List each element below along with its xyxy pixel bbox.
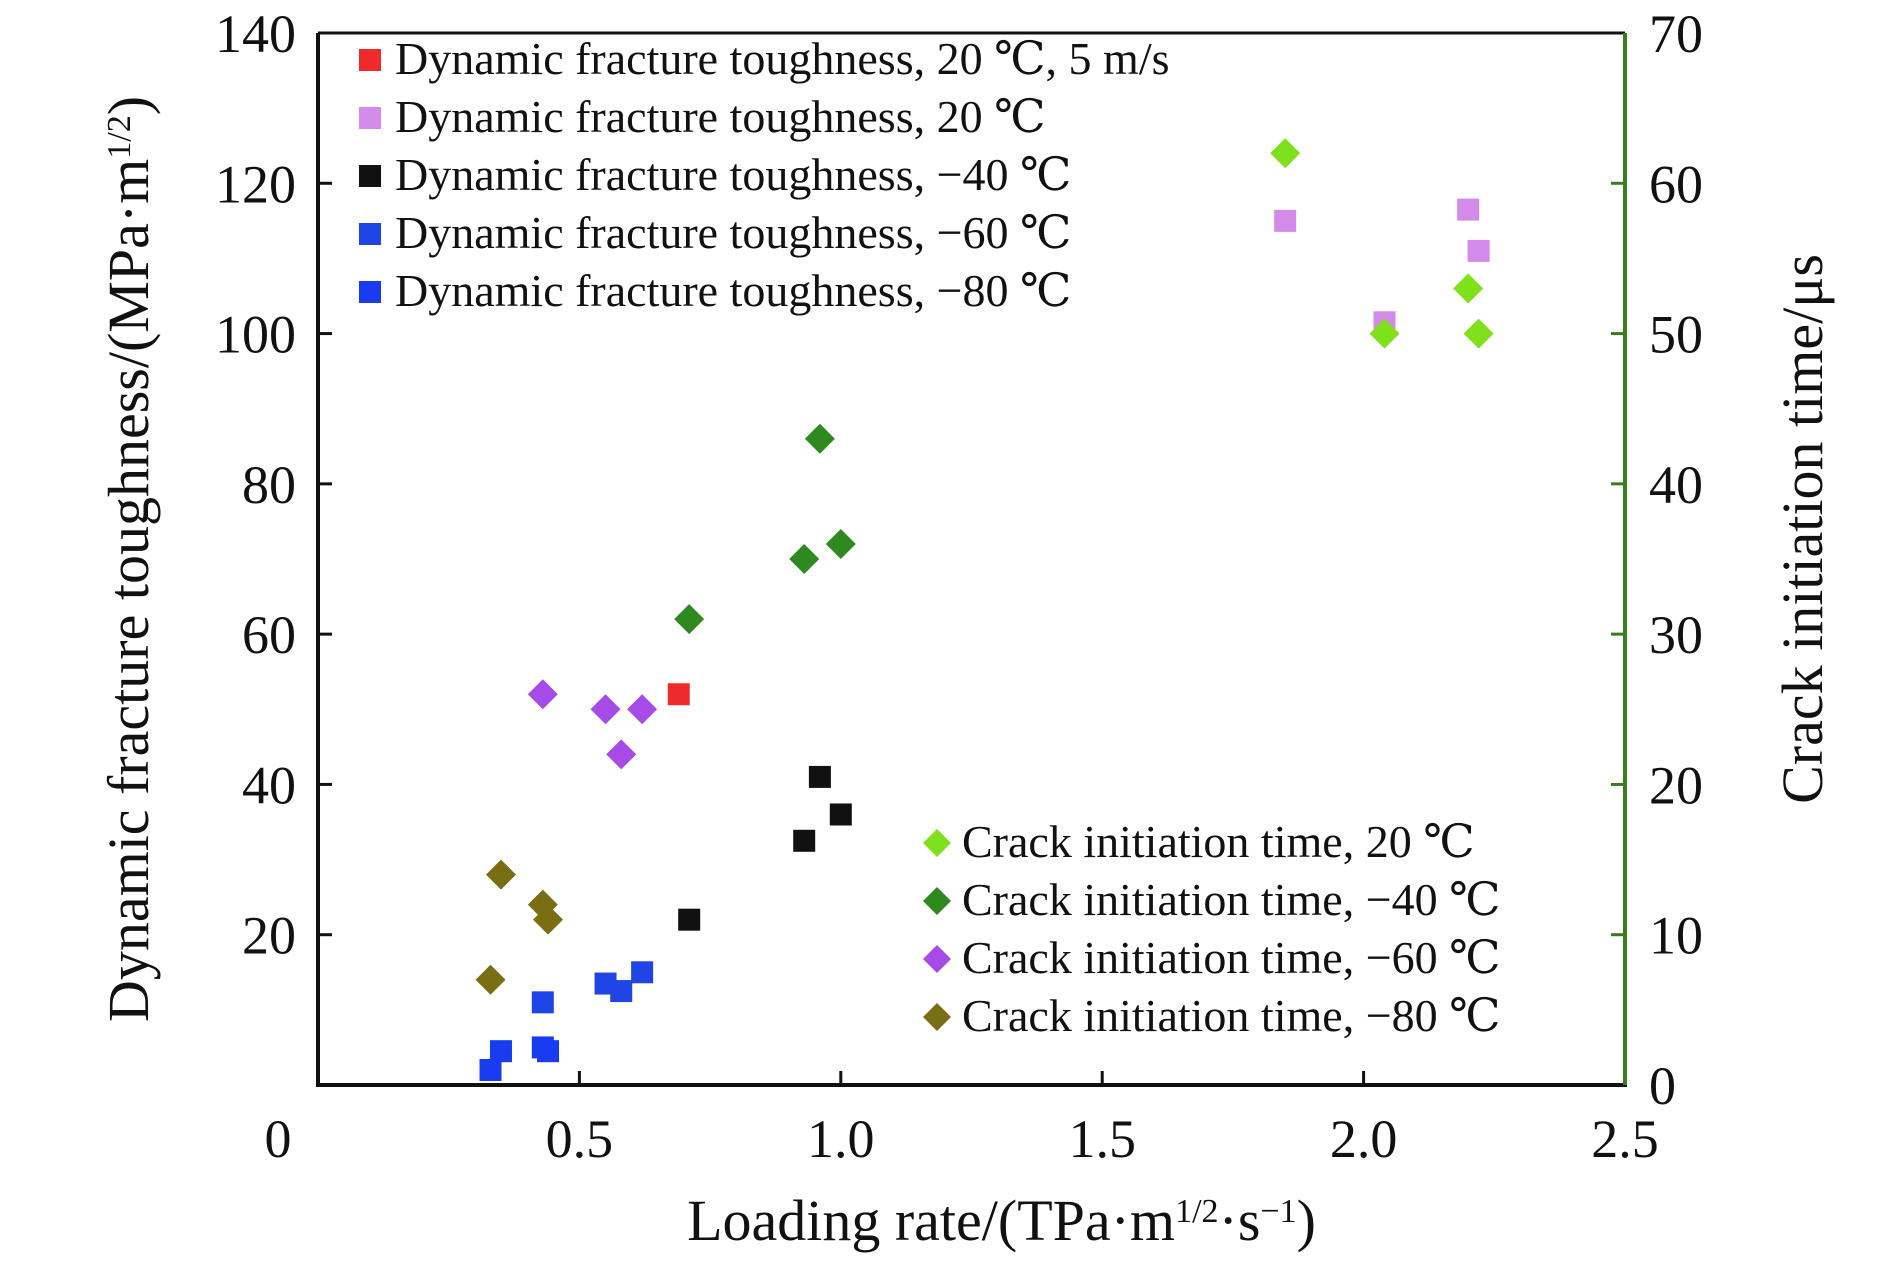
data-point-square [537, 1040, 560, 1063]
legend-layer: Dynamic fracture toughness, 20 ℃, 5 m/s D… [359, 33, 1501, 1041]
y-left-tick-label: 80 [242, 455, 296, 515]
legend-marker-square [359, 223, 381, 245]
y-right-tick-label: 60 [1649, 154, 1703, 214]
legend-label: Dynamic fracture toughness, −40 ℃ [395, 149, 1072, 200]
legend-label: Crack initiation time, −60 ℃ [962, 932, 1501, 983]
data-point-diamond [606, 739, 637, 770]
legend-marker-square [359, 107, 381, 129]
y-right-tick-label: 20 [1649, 755, 1703, 815]
x-tick-label: 0 [265, 1109, 292, 1169]
data-point-diamond [1270, 138, 1301, 169]
legend-label: Dynamic fracture toughness, −80 ℃ [395, 265, 1072, 316]
x-tick-label: 1.0 [807, 1109, 875, 1169]
y-left-tick-label: 20 [242, 906, 296, 966]
data-point-square [489, 1040, 512, 1063]
data-point-diamond [485, 859, 516, 890]
data-point-square [1467, 239, 1490, 262]
data-point-square [479, 1058, 502, 1081]
y-left-tick-label: 120 [215, 154, 296, 214]
legend-marker-square [359, 49, 381, 71]
y-right-tick-label: 70 [1649, 4, 1703, 64]
data-point-diamond [789, 544, 820, 574]
y-right-tick-label: 40 [1649, 455, 1703, 515]
y-right-tick-label: 50 [1649, 305, 1703, 365]
data-point-square [631, 961, 654, 984]
data-point-square [829, 803, 852, 826]
data-point-diamond [804, 423, 835, 454]
data-point-diamond [590, 694, 621, 725]
y-left-tick-label: 60 [242, 605, 296, 665]
legend-marker-diamond [923, 1003, 951, 1031]
data-point-square [667, 683, 690, 706]
y-right-tick-label: 0 [1649, 1056, 1676, 1116]
y-left-tick-label: 40 [242, 755, 296, 815]
data-point-square [678, 908, 701, 931]
data-point-square [610, 980, 633, 1003]
y-right-tick-label: 30 [1649, 605, 1703, 665]
x-tick-label: 2.0 [1330, 1109, 1398, 1169]
legend-label: Crack initiation time, −40 ℃ [962, 874, 1501, 925]
legend-marker-square [359, 165, 381, 187]
data-point-square [793, 829, 816, 852]
x-axis-title: Loading rate/(TPa·m1/2·s−1) [687, 1188, 1316, 1253]
axis-titles-layer: Loading rate/(TPa·m1/2·s−1) Dynamic fract… [96, 96, 1835, 1253]
data-point-diamond [527, 679, 558, 710]
y-right-tick-label: 10 [1649, 906, 1703, 966]
legend-marker-diamond [923, 887, 951, 915]
data-point-diamond [1463, 318, 1494, 349]
tick-layer: 0 0.5 1.0 1.5 2.0 2.5 20 40 60 80 100 120 140 0 10 20 30… [215, 4, 1703, 1169]
x-tick-label: 1.5 [1068, 1109, 1136, 1169]
data-point-diamond [1369, 318, 1400, 349]
legend-marker-square [359, 281, 381, 303]
legend-label: Crack initiation time, −80 ℃ [962, 990, 1501, 1041]
data-point-diamond [475, 964, 506, 995]
y-left-axis-title: Dynamic fracture toughness/(MPa·m1/2) [96, 96, 161, 1022]
y-left-tick-label: 140 [215, 4, 296, 64]
data-point-square [1457, 198, 1480, 221]
x-tick-label: 0.5 [546, 1109, 614, 1169]
data-point-square [531, 991, 554, 1014]
x-tick-label: 2.5 [1591, 1109, 1659, 1169]
data-point-diamond [1453, 273, 1484, 304]
legend-marker-diamond [923, 829, 951, 857]
legend-label: Dynamic fracture toughness, 20 ℃, 5 m/s [395, 33, 1170, 84]
legend-label: Dynamic fracture toughness, −60 ℃ [395, 207, 1072, 258]
legend-label: Dynamic fracture toughness, 20 ℃ [395, 91, 1046, 142]
legend-label: Crack initiation time, 20 ℃ [962, 816, 1475, 867]
data-point-square [1274, 209, 1297, 232]
y-right-axis-title: Crack initiation time/μs [1770, 254, 1835, 804]
legend-marker-diamond [923, 945, 951, 973]
points-layer [475, 138, 1494, 1081]
data-point-diamond [533, 904, 564, 935]
data-point-diamond [825, 528, 856, 559]
data-point-diamond [627, 694, 658, 725]
data-point-square [808, 765, 831, 788]
y-left-tick-label: 100 [215, 305, 296, 365]
axes-layer [316, 31, 1627, 1087]
data-point-diamond [674, 604, 705, 635]
